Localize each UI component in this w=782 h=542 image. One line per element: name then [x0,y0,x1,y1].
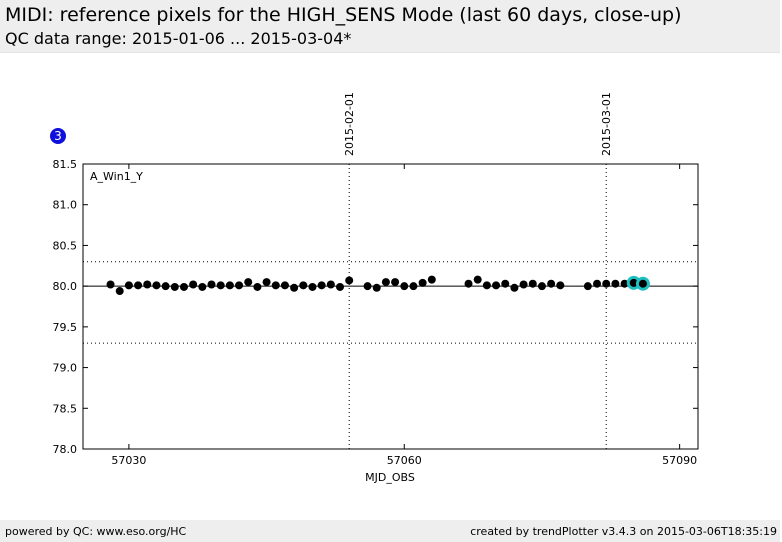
plot-lines: 2015-02-01 2015-03-01 [83,92,698,449]
y-tick-label: 81.0 [53,199,78,212]
plot-axes: 78.0 78.5 79.0 79.5 80.0 80.5 81.0 81.5 57030 570… [53,158,698,467]
y-tick-label: 81.5 [53,158,78,171]
data-point [556,281,565,290]
y-tick-label: 79.0 [53,362,78,375]
badge-label: 3 [54,129,62,143]
data-point [391,278,400,287]
y-tick-label: 79.5 [53,321,78,334]
footer: powered by QC: www.eso.org/HC created by… [0,520,780,542]
panel-label: A_Win1_Y [90,170,143,183]
data-point [244,278,253,287]
data-point [143,280,152,289]
data-point [418,278,427,287]
y-tick-label: 78.5 [53,402,78,415]
data-point [124,281,133,290]
data-point [611,279,620,288]
data-point [620,279,629,288]
data-point [170,282,179,291]
data-point [189,280,198,289]
data-point [262,278,271,287]
data-point [372,283,381,292]
data-point [427,275,436,284]
x-tick-label: 57060 [387,454,422,467]
data-point [271,281,280,290]
page-title: MIDI: reference pixels for the HIGH_SENS… [5,4,682,26]
data-point [134,281,143,290]
x-tick-label: 57090 [662,454,697,467]
data-point [179,282,188,291]
data-range-subtitle: QC data range: 2015-01-06 ... 2015-03-04… [5,29,352,48]
data-point [152,281,161,290]
data-point [280,281,289,290]
data-point [253,282,262,291]
data-point [510,283,519,292]
data-point [482,281,491,290]
data-point [464,279,473,288]
data-point [225,281,234,290]
data-point [207,280,216,289]
data-point [299,281,308,290]
data-point [528,279,537,288]
data-point [290,283,299,292]
data-point [363,282,372,291]
data-point [409,282,418,291]
data-point [317,281,326,290]
x-axis-label: MJD_OBS [365,471,415,484]
x-tick-label: 57030 [111,454,146,467]
data-point [161,282,170,291]
plot-frame [82,163,699,450]
date-marker-label: 2015-03-01 [600,92,613,156]
data-point [106,280,115,289]
latest-data-point [638,279,647,288]
data-point [583,282,592,291]
y-tick-label: 78.0 [53,443,78,456]
data-point [547,279,556,288]
data-point [308,282,317,291]
data-point [473,275,482,284]
data-point [501,279,510,288]
y-tick-label: 80.5 [53,239,78,252]
data-point [216,281,225,290]
footer-credit: powered by QC: www.eso.org/HC [5,525,187,538]
data-point [593,279,602,288]
y-tick-label: 80.0 [53,280,78,293]
data-point [336,282,345,291]
footer-created: created by trendPlotter v3.4.3 on 2015-0… [470,525,777,538]
data-point [381,278,390,287]
data-point [198,282,207,291]
data-point [602,279,611,288]
data-point [492,281,501,290]
badge-circle [50,128,66,144]
latest-data-point [629,278,638,287]
header: MIDI: reference pixels for the HIGH_SENS… [0,0,780,53]
data-point [235,281,244,290]
plot-points [106,275,650,296]
data-point [537,282,546,291]
data-point [400,282,409,291]
date-marker-label: 2015-02-01 [343,92,356,156]
data-point [326,280,335,289]
data-point [345,276,354,285]
status-badge[interactable]: 3 [50,128,66,144]
data-point [115,287,124,296]
data-point [519,280,528,289]
